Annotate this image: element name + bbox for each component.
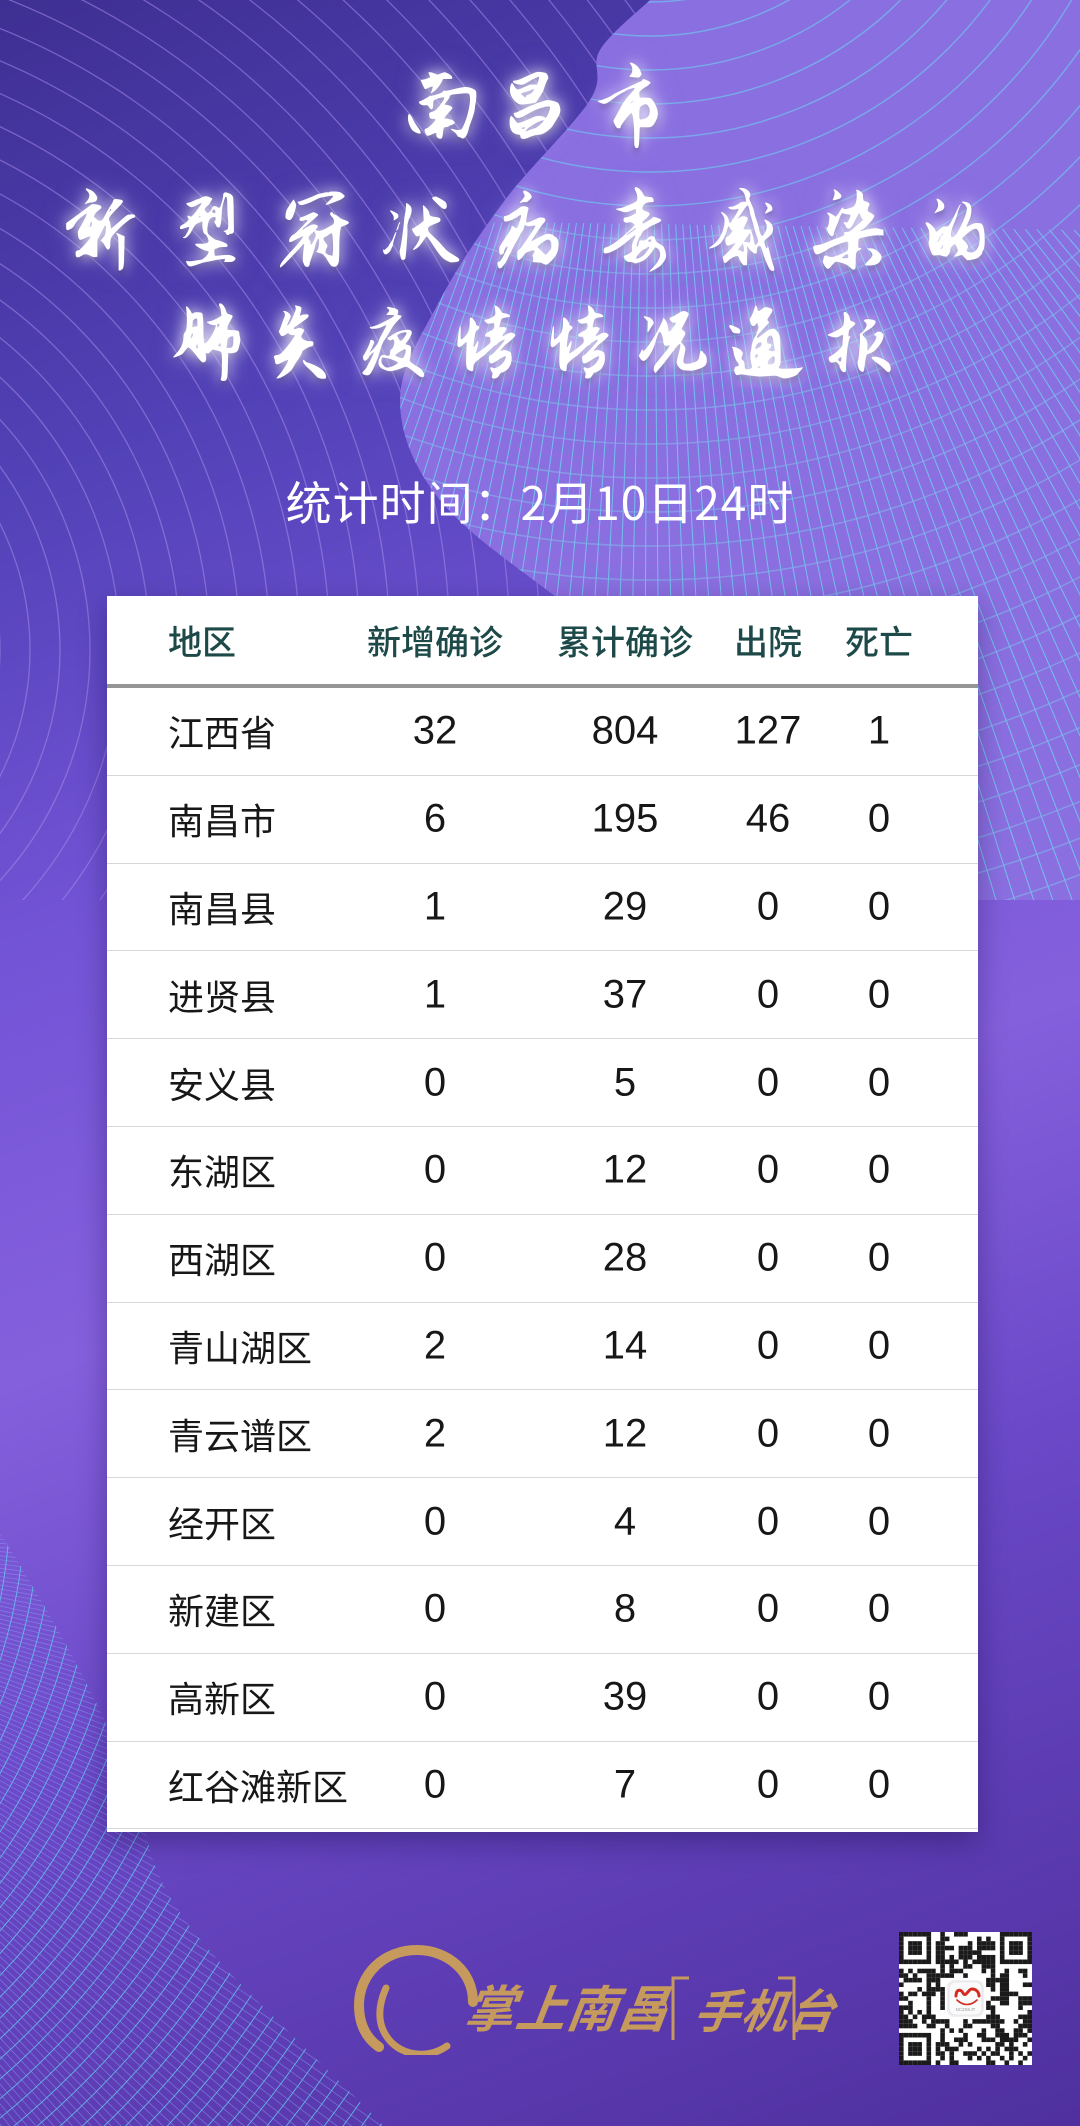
svg-text:NCZSKJT: NCZSKJT — [956, 2007, 976, 2012]
